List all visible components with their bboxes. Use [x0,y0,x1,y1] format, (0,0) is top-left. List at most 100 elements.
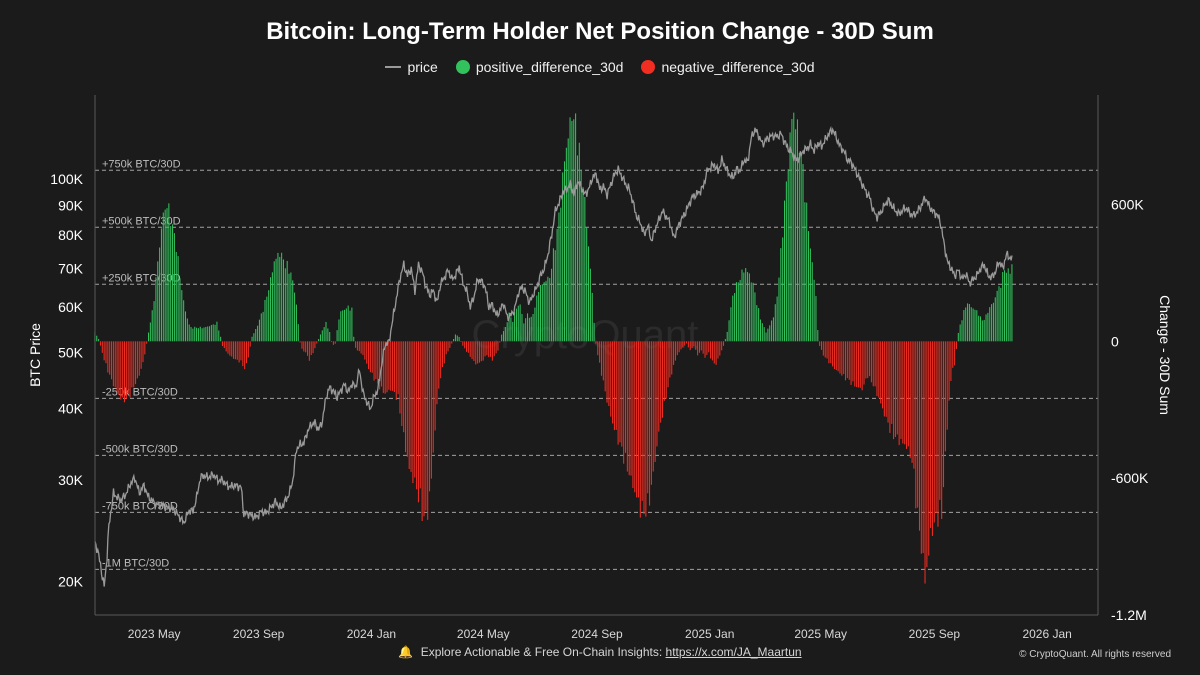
negative-bar [865,341,867,379]
negative-bar [624,341,627,453]
positive-bar [271,272,273,342]
negative-bar [356,341,358,351]
positive-bar [795,129,797,342]
positive-bar [565,147,567,342]
negative-bar [131,341,133,388]
negative-bar [382,341,384,393]
reference-line-label: +750k BTC/30D [102,158,181,170]
positive-bar [802,164,804,342]
negative-bar [403,341,405,433]
legend-item-positive[interactable]: positive_difference_30d [455,59,624,75]
reference-line-label: -1M BTC/30D [102,557,169,569]
reference-line-label: +500k BTC/30D [102,215,181,227]
positive-bar [998,286,1000,342]
positive-bar [970,307,972,342]
negative-bar [447,341,449,352]
negative-bar [441,341,444,367]
negative-bar [691,341,693,349]
positive-bar [588,246,590,342]
negative-bar [477,341,479,364]
negative-bar [854,341,856,387]
negative-bar [907,341,909,447]
negative-bar [837,341,839,372]
positive-bar [1007,268,1009,342]
right-tick-label: 600K [1111,196,1144,212]
positive-bar [268,290,270,342]
negative-bar [954,341,956,366]
negative-bar [713,341,715,364]
positive-bar [258,319,260,342]
twitter-link[interactable]: https://x.com/JA_Maartun [665,645,802,659]
positive-bar [800,153,802,342]
left-tick-label: 40K [58,400,84,416]
positive-bar [591,292,593,342]
positive-bar [532,313,534,342]
positive-bar [756,305,758,342]
negative-bar [604,341,606,392]
positive-bar [569,117,571,342]
legend-item-price[interactable]: price [385,59,438,75]
negative-bar [101,341,103,353]
positive-bar [541,284,543,342]
negative-bar [639,341,641,518]
positive-bar [545,280,547,342]
positive-bar [519,304,521,342]
negative-bar [610,341,612,417]
negative-bar [249,341,251,347]
positive-bar [972,308,974,342]
negative-bar [240,341,242,361]
negative-bar [911,341,913,463]
positive-bar [528,317,530,342]
positive-bar [767,328,769,342]
negative-bar [612,341,614,424]
negative-bar [900,341,902,439]
right-tick-label: -600K [1111,470,1149,486]
negative-bar [915,341,917,509]
positive-bar [961,320,963,342]
positive-bar [808,231,810,342]
negative-bar [891,341,893,424]
negative-bar [674,341,676,361]
left-tick-label: 50K [58,344,84,360]
negative-bar [430,341,432,479]
negative-bar [841,341,843,376]
positive-bar [319,334,321,342]
legend-label: positive_difference_30d [475,59,624,75]
negative-bar [926,341,928,568]
positive-bar [277,252,279,342]
negative-bar [99,341,101,346]
legend-item-negative[interactable]: negative_difference_30d [641,59,815,75]
positive-bar [209,326,211,342]
negative-bar [933,341,935,523]
positive-bar [336,330,338,342]
negative-bar [955,341,957,349]
negative-bar [946,341,948,430]
negative-bar [425,341,427,511]
positive-bar [340,311,342,342]
negative-bar [856,341,858,388]
positive-bar [521,313,523,342]
negative-bar [654,341,656,463]
x-tick-label: 2025 Jan [685,627,734,641]
negative-bar [395,341,397,401]
negative-bar [421,341,423,522]
positive-bar [809,248,811,342]
positive-bar [739,279,741,342]
negative-bar [950,341,952,381]
negative-bar [698,341,700,353]
positive-bar [523,323,525,342]
negative-bar [471,341,473,360]
negative-bar [859,341,861,388]
positive-bar [967,303,969,342]
negative-bar [918,341,921,531]
negative-bar [722,341,725,346]
positive-bar [177,256,179,342]
negative-bar [710,341,712,359]
negative-bar [499,341,501,343]
negative-bar [482,341,484,361]
negative-bar [312,341,314,354]
negative-bar [872,341,874,387]
negative-bar [332,341,334,345]
negative-bar [399,341,401,414]
